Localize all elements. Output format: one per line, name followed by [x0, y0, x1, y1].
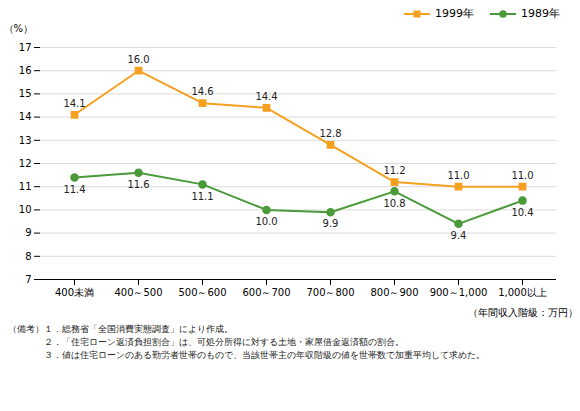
svg-text:9: 9	[25, 227, 31, 238]
svg-text:（%）: （%）	[4, 23, 34, 34]
html-text:1999年: 1999年	[435, 7, 474, 20]
svg-text:11: 11	[19, 181, 32, 192]
svg-text:11.6: 11.6	[127, 179, 149, 190]
svg-text:（年間収入階級：万円）: （年間収入階級：万円）	[468, 307, 578, 318]
svg-text:11.4: 11.4	[63, 184, 85, 195]
svg-text:8: 8	[25, 251, 31, 262]
svg-text:700～800: 700～800	[306, 287, 354, 298]
html-text:３．値は住宅ローンのある勤労者世帯のもので、当該世帯主の年収: ３．値は住宅ローンのある勤労者世帯のもので、当該世帯主の年収階級の値を世帯数で加…	[8, 350, 485, 360]
svg-text:10.8: 10.8	[383, 198, 405, 209]
svg-text:12: 12	[19, 158, 32, 169]
html-text:（備考）１．総務省「全国消費実態調査」により作成。: （備考）１．総務省「全国消費実態調査」により作成。	[8, 324, 233, 334]
svg-text:7: 7	[25, 274, 31, 285]
svg-text:9.9: 9.9	[323, 218, 339, 229]
svg-text:16.0: 16.0	[127, 54, 149, 65]
svg-text:14.4: 14.4	[255, 91, 277, 102]
svg-text:17: 17	[19, 42, 32, 53]
svg-text:500～600: 500～600	[178, 287, 226, 298]
svg-text:10.4: 10.4	[511, 207, 533, 218]
svg-text:600～700: 600～700	[242, 287, 290, 298]
svg-text:14.1: 14.1	[63, 98, 85, 109]
svg-text:13: 13	[19, 135, 32, 146]
svg-text:11.0: 11.0	[511, 170, 533, 181]
svg-text:10.0: 10.0	[255, 216, 277, 227]
svg-text:14.6: 14.6	[191, 86, 213, 97]
svg-text:9.4: 9.4	[451, 230, 467, 241]
html-text:1989年: 1989年	[521, 7, 560, 20]
svg-text:800～900: 800～900	[370, 287, 418, 298]
svg-text:400未満: 400未満	[55, 287, 94, 298]
svg-text:15: 15	[19, 88, 32, 99]
svg-text:1,000以上: 1,000以上	[498, 287, 547, 298]
svg-text:14: 14	[19, 111, 32, 122]
svg-text:12.8: 12.8	[319, 128, 341, 139]
svg-text:11.1: 11.1	[191, 191, 213, 202]
svg-text:11.2: 11.2	[383, 165, 405, 176]
svg-text:11.0: 11.0	[447, 170, 469, 181]
html-text:２．「住宅ローン返済負担割合」は、可処分所得に対する土地・家: ２．「住宅ローン返済負担割合」は、可処分所得に対する土地・家屋借金返済額の割合。	[8, 337, 404, 347]
svg-text:16: 16	[19, 65, 32, 76]
svg-text:900～1,000: 900～1,000	[430, 287, 488, 298]
svg-text:10: 10	[19, 204, 32, 215]
svg-text:400～500: 400～500	[114, 287, 162, 298]
